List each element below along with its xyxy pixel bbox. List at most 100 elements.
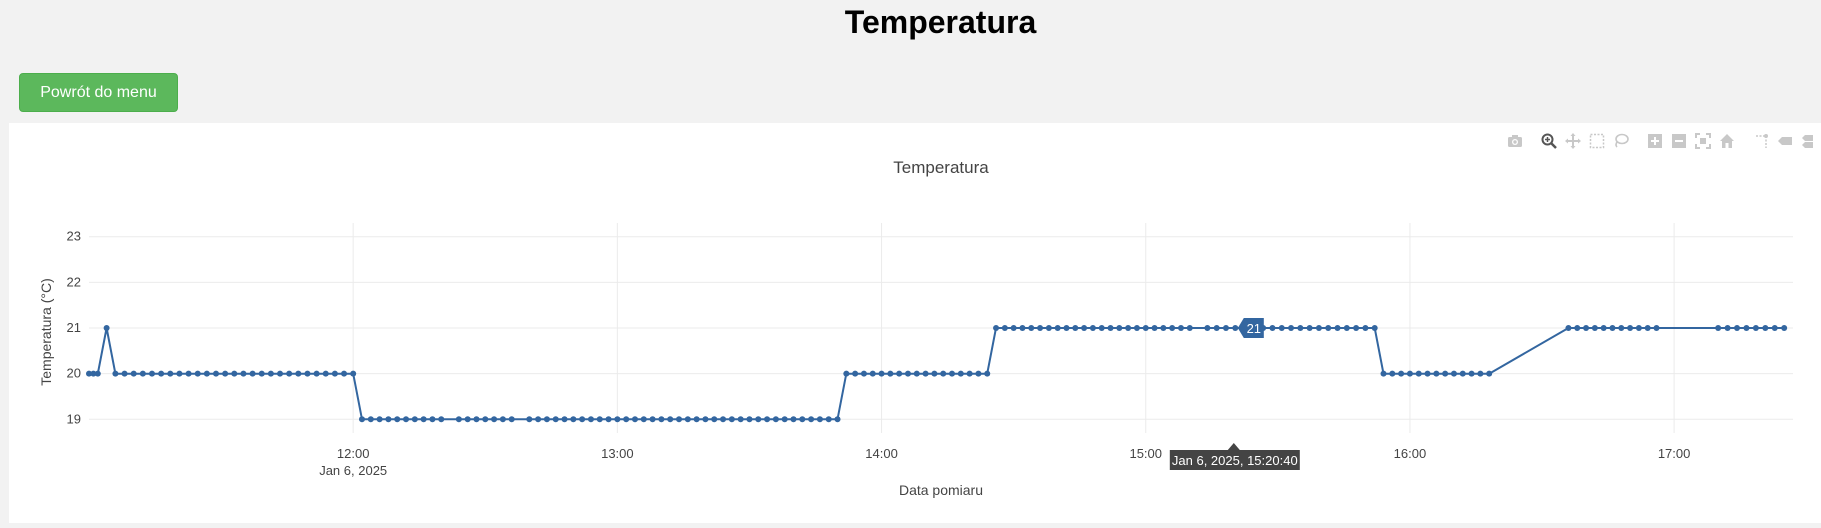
data-point[interactable] [1459, 370, 1466, 377]
data-point[interactable] [552, 416, 559, 423]
data-point[interactable] [931, 370, 938, 377]
data-point[interactable] [473, 416, 480, 423]
data-point[interactable] [975, 370, 982, 377]
data-point[interactable] [222, 370, 229, 377]
data-point[interactable] [1297, 325, 1304, 331]
data-point[interactable] [1315, 325, 1322, 331]
data-point[interactable] [1001, 325, 1008, 331]
data-point[interactable] [904, 370, 911, 377]
data-point[interactable] [843, 370, 850, 377]
data-point[interactable] [231, 370, 238, 377]
data-point[interactable] [1762, 325, 1769, 331]
data-point[interactable] [1213, 325, 1220, 331]
data-point[interactable] [455, 416, 462, 423]
data-point[interactable] [1269, 325, 1276, 331]
spike-lines-icon[interactable] [1750, 130, 1772, 152]
data-point[interactable] [1380, 370, 1387, 377]
pan-icon[interactable] [1562, 130, 1584, 152]
data-point[interactable] [1591, 325, 1598, 331]
data-point[interactable] [1177, 325, 1184, 331]
data-point[interactable] [176, 370, 183, 377]
data-point[interactable] [258, 370, 265, 377]
hover-compare-icon[interactable] [1798, 130, 1820, 152]
data-point[interactable] [808, 416, 815, 423]
data-point[interactable] [304, 370, 311, 377]
data-point[interactable] [1781, 325, 1788, 331]
zoom-icon[interactable] [1538, 130, 1560, 152]
data-point[interactable] [1019, 325, 1026, 331]
data-point[interactable] [834, 416, 841, 423]
data-point[interactable] [1010, 325, 1017, 331]
data-point[interactable] [1389, 370, 1396, 377]
data-point[interactable] [1063, 325, 1070, 331]
data-point[interactable] [167, 370, 174, 377]
data-point[interactable] [1415, 370, 1422, 377]
data-point[interactable] [1353, 325, 1360, 331]
autoscale-icon[interactable] [1692, 130, 1714, 152]
data-point[interactable] [543, 416, 550, 423]
data-point[interactable] [640, 416, 647, 423]
data-point[interactable] [746, 416, 753, 423]
data-point[interactable] [1028, 325, 1035, 331]
data-point[interactable] [957, 370, 964, 377]
data-point[interactable] [860, 370, 867, 377]
data-point[interactable] [277, 370, 284, 377]
data-point[interactable] [429, 416, 436, 423]
data-point[interactable] [570, 416, 577, 423]
data-point[interactable] [1398, 370, 1405, 377]
data-point[interactable] [1433, 370, 1440, 377]
data-point[interactable] [561, 416, 568, 423]
data-point[interactable] [86, 370, 92, 377]
data-point[interactable] [816, 416, 823, 423]
data-point[interactable] [1288, 325, 1295, 331]
data-point[interactable] [825, 416, 832, 423]
data-point[interactable] [1325, 325, 1332, 331]
data-point[interactable] [887, 370, 894, 377]
data-point[interactable] [1734, 325, 1741, 331]
data-point[interactable] [1486, 370, 1493, 377]
data-point[interactable] [711, 416, 718, 423]
data-point[interactable] [1037, 325, 1044, 331]
data-point[interactable] [799, 416, 806, 423]
data-point[interactable] [1151, 325, 1158, 331]
data-point[interactable] [411, 416, 418, 423]
data-point[interactable] [1089, 325, 1096, 331]
data-point[interactable] [1406, 370, 1413, 377]
data-point[interactable] [614, 416, 621, 423]
data-point[interactable] [878, 370, 885, 377]
zoom-in-icon[interactable] [1644, 130, 1666, 152]
data-point[interactable] [1222, 325, 1229, 331]
data-point[interactable] [367, 416, 374, 423]
data-point[interactable] [313, 370, 320, 377]
data-point[interactable] [605, 416, 612, 423]
data-point[interactable] [1343, 325, 1350, 331]
data-point[interactable] [1653, 325, 1660, 331]
hover-closest-icon[interactable] [1774, 130, 1796, 152]
data-point[interactable] [130, 370, 137, 377]
data-point[interactable] [1752, 325, 1759, 331]
data-point[interactable] [1204, 325, 1211, 331]
data-point[interactable] [922, 370, 929, 377]
data-point[interactable] [913, 370, 920, 377]
data-point[interactable] [587, 416, 594, 423]
data-point[interactable] [1450, 370, 1457, 377]
data-point[interactable] [949, 370, 956, 377]
chart-panel[interactable]: Temperatura 19 20 21 22 23 12:00 13:00 14:00 15… [9, 123, 1821, 523]
data-point[interactable] [1306, 325, 1313, 331]
data-point[interactable] [852, 370, 859, 377]
data-point[interactable] [1627, 325, 1634, 331]
data-point[interactable] [1107, 325, 1114, 331]
data-point[interactable] [728, 416, 735, 423]
data-point[interactable] [1133, 325, 1140, 331]
data-point[interactable] [1609, 325, 1616, 331]
data-point[interactable] [1635, 325, 1642, 331]
data-point[interactable] [764, 416, 771, 423]
data-point[interactable] [737, 416, 744, 423]
data-point[interactable] [1600, 325, 1607, 331]
data-point[interactable] [295, 370, 302, 377]
data-point[interactable] [420, 416, 427, 423]
data-point[interactable] [623, 416, 630, 423]
data-point[interactable] [350, 370, 357, 377]
data-point[interactable] [1169, 325, 1176, 331]
data-point[interactable] [966, 370, 973, 377]
